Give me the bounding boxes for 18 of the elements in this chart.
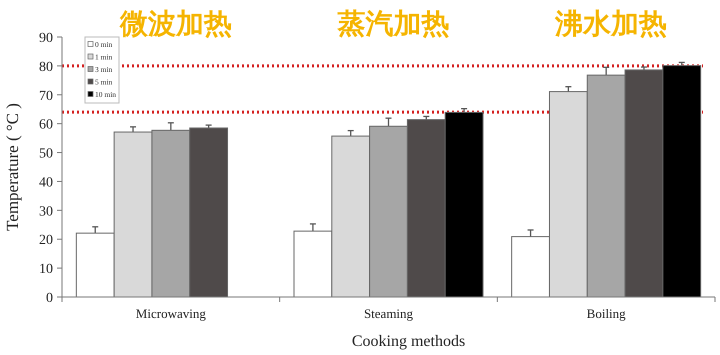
y-tick-label: 0 [46,291,53,306]
x-axis-title: Cooking methods [352,333,466,350]
x-tick-label: Steaming [364,306,414,321]
y-tick-label: 20 [39,233,53,248]
y-tick-label: 30 [39,204,53,220]
annotation: 蒸汽加热 [336,8,450,39]
y-tick-label: 60 [39,118,53,133]
y-tick-label: 90 [39,31,53,46]
y-tick-label: 70 [39,88,53,104]
y-axis-title: Temperature ( °C ) [3,103,22,231]
y-tick-label: 40 [39,175,53,190]
x-tick-label: Boiling [586,306,626,321]
y-tick-label: 10 [39,262,53,278]
x-tick-label: Microwaving [136,306,206,321]
annotation: 沸水加热 [554,8,668,39]
y-tick-label: 80 [39,60,53,75]
annotation: 微波加热 [118,8,232,39]
y-tick-label: 50 [39,146,53,162]
